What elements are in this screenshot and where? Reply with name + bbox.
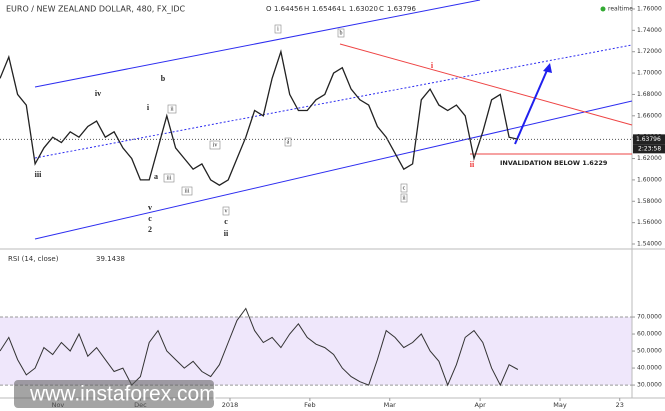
y-tick-label: 1.62000 [637,155,662,162]
arrow-head [543,63,552,73]
label-box [163,173,175,183]
wave-label: ii [224,229,229,238]
rsi-line [0,307,519,387]
rsi-tick-label: 60.0000 [637,331,662,338]
trendlines [34,0,633,240]
y-tick-label: 1.60000 [637,176,662,183]
ohlc-key: H [304,5,309,13]
ohlc-key: C [379,5,384,13]
watermark-box [14,380,214,408]
rsi-tick-label: 40.0000 [637,365,662,372]
rsi-tick-label: 30.0000 [637,382,662,389]
wave-label: i [147,103,150,112]
x-tick-label: Mar [384,401,397,409]
wave-label: ii [470,160,475,169]
wave-label: iii [35,170,42,179]
label-box [167,104,177,114]
ohlc-value: 1.63020 [349,5,378,13]
status: realtime [608,6,633,13]
price-line [0,49,519,186]
x-tick-label: Apr [475,401,487,409]
x-tick-label: May [553,401,567,409]
ohlc-key: O [266,5,272,13]
x-tick-label: 23 [616,401,624,409]
wave-label: 2 [148,225,152,234]
channel-mid [34,44,633,159]
label-box [274,24,282,34]
ohlc-value: 1.64456 [274,5,303,13]
label-box [222,206,230,216]
wave-label: iii [184,188,189,194]
wave-label: ii [402,195,406,201]
rsi-title: RSI (14, close) [8,255,59,263]
current-price: 1.63796 [636,136,661,143]
wave-label: a [287,139,290,145]
watermark: www.instaforex.com [29,383,217,406]
y-tick-label: 1.76000 [637,5,662,12]
wave-label: ii [170,106,174,112]
wave-label: b [161,74,166,83]
label-box [284,137,292,147]
ohlc-value: 1.65464 [312,5,341,13]
invalidation-note: INVALIDATION BELOW 1.6229 [500,159,608,167]
resistance-line [339,43,633,126]
countdown-tag [633,144,665,154]
wave-label: v [148,203,152,212]
x-tick-label: Feb [304,401,316,409]
y-tick-label: 1.72000 [637,48,662,55]
countdown: 2:23:58 [638,145,661,152]
ohlc-value: 1.63796 [387,5,416,13]
wave-label: c [224,217,228,226]
wave-label: b [340,30,343,36]
y-tick-label: 1.74000 [637,27,662,34]
wave-labels: iv b i iii a v c 2 i b ii iv iii iii a v… [35,24,608,238]
wave-label: i [277,26,279,32]
y-tick-label: 1.54000 [637,241,662,248]
rsi-band [0,317,632,386]
rsi-last: 39.1438 [96,255,125,263]
price-tag [633,134,665,145]
wave-label: c [403,185,406,191]
x-tick-label: 2018 [222,401,239,409]
label-box [181,186,193,196]
y-tick-label: 1.58000 [637,198,662,205]
label-box [337,28,345,38]
projection-arrow [514,67,549,145]
wave-label: iii [166,175,171,181]
label-box [209,140,221,150]
label-box [400,193,408,203]
wave-label: i [431,61,434,70]
wave-label: v [225,208,228,214]
y-tick-label: 1.68000 [637,91,662,98]
wave-label: c [148,214,152,223]
ohlc-key: L [342,5,346,13]
status-dot [600,6,606,12]
chart-title: EURO / NEW ZEALAND DOLLAR, 480, FX_IDC [6,5,185,14]
y-tick-label: 1.56000 [637,219,662,226]
channel-lower [34,100,633,240]
label-box [400,183,408,193]
wave-label: a [154,172,158,181]
channel-upper [34,0,481,88]
wave-label: iv [213,142,218,148]
y-tick-label: 1.70000 [637,70,662,77]
wave-label: iv [95,89,101,98]
rsi-tick-label: 70.0000 [637,314,662,321]
y-tick-label: 1.66000 [637,112,662,119]
rsi-tick-label: 50.0000 [637,348,662,355]
ohlc-legend: O 1.64456 H 1.65464 L 1.63020 C 1.63796 [266,5,416,13]
